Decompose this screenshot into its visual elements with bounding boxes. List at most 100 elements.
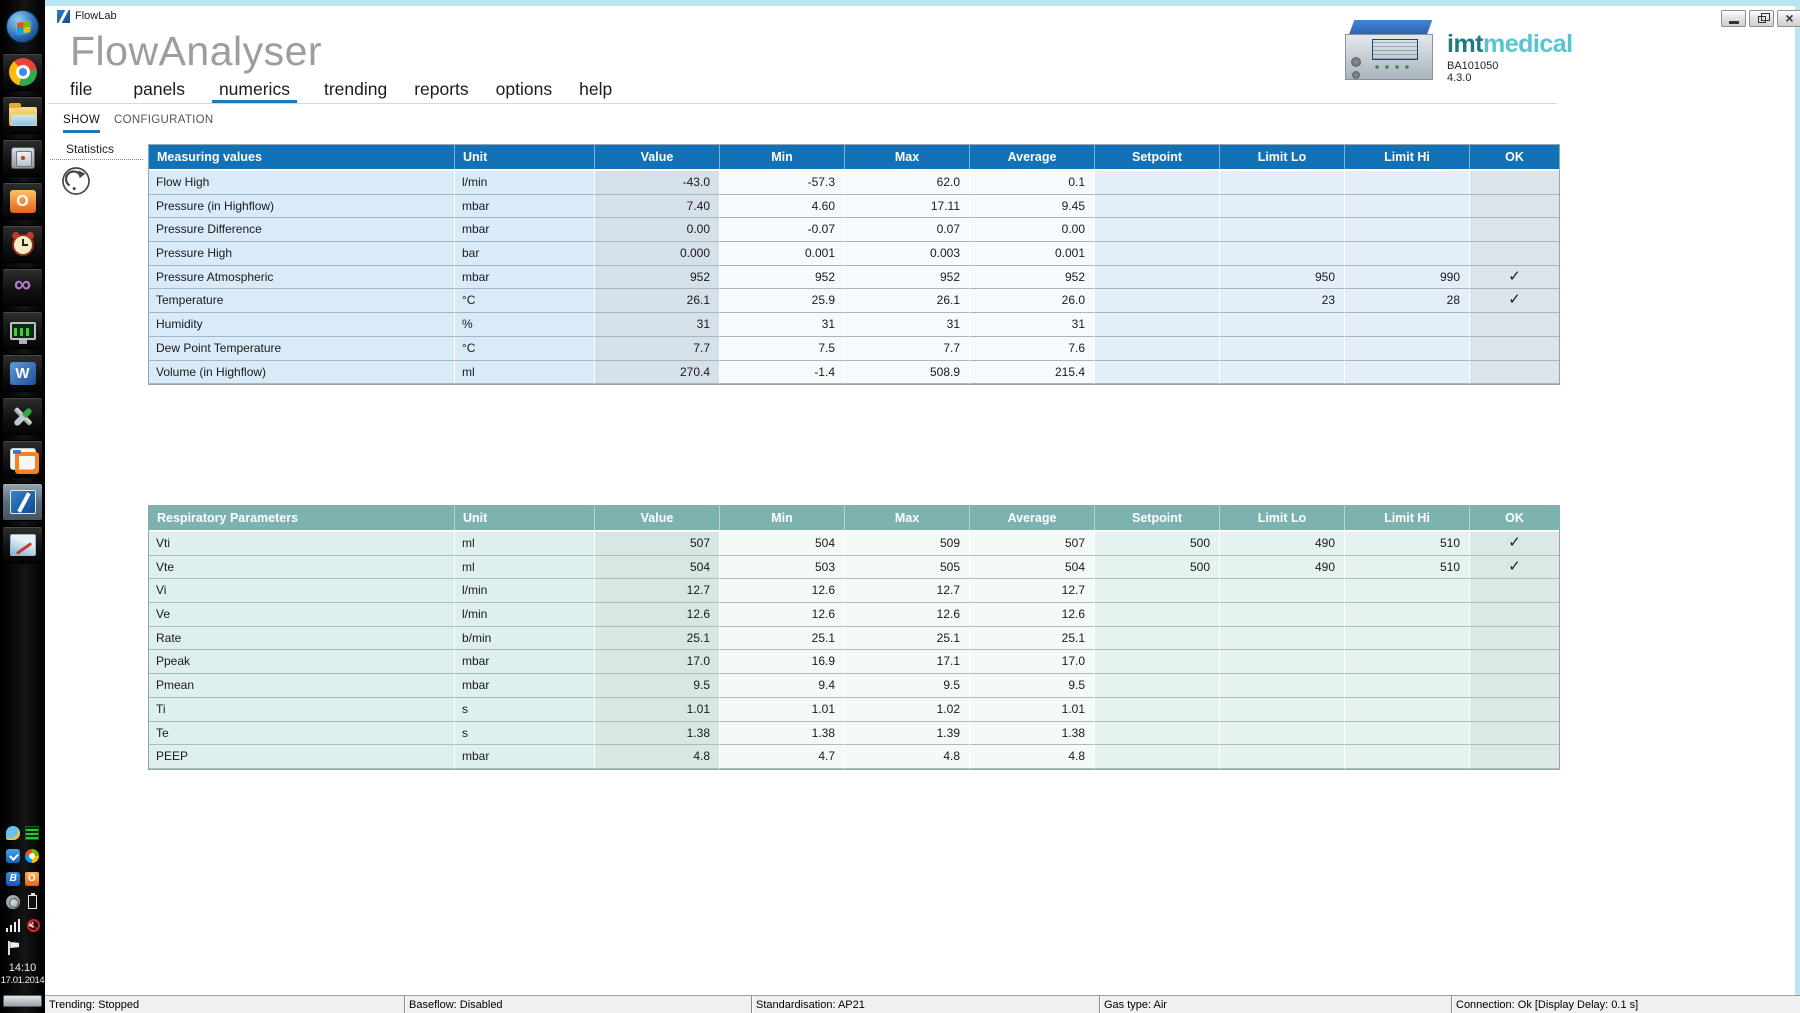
menu-item-panels[interactable]: panels xyxy=(133,78,185,104)
avg-cell: 9.5 xyxy=(970,674,1095,698)
lo-cell xyxy=(1220,195,1345,219)
taskbar-tools[interactable] xyxy=(2,397,43,435)
setpoint-cell xyxy=(1095,674,1220,698)
min-cell: 504 xyxy=(720,532,845,556)
value-cell: -43.0 xyxy=(595,171,720,195)
value-cell: 31 xyxy=(595,313,720,337)
max-cell: 17.11 xyxy=(845,195,970,219)
taskbar-windows-explorer[interactable] xyxy=(2,96,43,134)
ok-cell xyxy=(1470,195,1559,219)
taskbar-windows-start[interactable] xyxy=(2,4,43,48)
value-cell: 26.1 xyxy=(595,289,720,313)
name-cell: Vte xyxy=(149,556,455,580)
value-cell: 507 xyxy=(595,532,720,556)
avg-cell: 12.6 xyxy=(970,603,1095,627)
outlook-tray-icon[interactable] xyxy=(25,872,39,886)
unit-cell: s xyxy=(455,722,595,746)
taskbar-safe[interactable] xyxy=(2,139,43,177)
table-row-ppeak: Ppeakmbar17.016.917.117.0 xyxy=(149,650,1559,674)
action-center-flag-icon[interactable] xyxy=(6,941,20,955)
hi-cell xyxy=(1345,579,1470,603)
unit-cell: % xyxy=(455,313,595,337)
tab-configuration[interactable]: CONFIGURATION xyxy=(114,114,214,133)
max-cell: 25.1 xyxy=(845,627,970,651)
minimize-icon xyxy=(1729,21,1739,24)
dropbox-icon[interactable] xyxy=(6,849,20,863)
table-row-pressure-atmospheric: Pressure Atmosphericmbar9529529529529509… xyxy=(149,266,1559,290)
minimize-button[interactable] xyxy=(1721,10,1746,27)
status-bar: Trending: StoppedBaseflow: DisabledStand… xyxy=(45,995,1800,1013)
menu-item-options[interactable]: options xyxy=(496,78,552,104)
hi-cell: 510 xyxy=(1345,532,1470,556)
name-cell: Pmean xyxy=(149,674,455,698)
status-segment-2: Standardisation: AP21 xyxy=(752,996,1100,1013)
setpoint-cell xyxy=(1095,745,1220,769)
title-bar: FlowLab xyxy=(57,8,117,24)
show-desktop-button[interactable] xyxy=(3,995,42,1007)
menu-item-numerics[interactable]: numerics xyxy=(212,78,297,104)
led-grid-icon[interactable] xyxy=(25,826,39,840)
taskbar-outlook[interactable] xyxy=(2,182,43,220)
table-row-vti: Vtiml507504509507500490510✓ xyxy=(149,532,1559,556)
value-cell: 7.7 xyxy=(595,337,720,361)
taskbar-image-editor[interactable] xyxy=(2,526,43,564)
restore-button[interactable] xyxy=(1749,10,1774,27)
messenger-bird-icon[interactable] xyxy=(6,826,20,840)
max-cell: 12.7 xyxy=(845,579,970,603)
value-cell: 952 xyxy=(595,266,720,290)
min-cell: -1.4 xyxy=(720,361,845,385)
menu-item-trending[interactable]: trending xyxy=(324,78,387,104)
tab-show[interactable]: SHOW xyxy=(63,114,100,133)
unit-cell: bar xyxy=(455,242,595,266)
windows-update-icon[interactable] xyxy=(25,849,39,863)
signal-bars-icon[interactable] xyxy=(6,918,20,932)
setpoint-cell xyxy=(1095,337,1220,361)
menu-item-file[interactable]: file xyxy=(70,78,92,104)
column-header-max: Max xyxy=(845,145,970,169)
max-cell: 31 xyxy=(845,313,970,337)
setpoint-cell xyxy=(1095,289,1220,313)
value-cell: 4.8 xyxy=(595,745,720,769)
close-button[interactable] xyxy=(1777,10,1800,27)
taskbar-visual-studio[interactable] xyxy=(2,268,43,306)
column-header-limit-hi: Limit Hi xyxy=(1345,145,1470,169)
max-cell: 12.6 xyxy=(845,603,970,627)
taskbar-vmware[interactable] xyxy=(2,440,43,478)
refresh-button[interactable] xyxy=(60,166,92,198)
taskbar-system-monitor[interactable] xyxy=(2,311,43,349)
status-circle-icon[interactable] xyxy=(6,895,20,909)
name-cell: Ppeak xyxy=(149,650,455,674)
system-monitor-icon xyxy=(10,322,36,340)
bluetooth-icon[interactable] xyxy=(6,872,20,886)
taskbar-flowlab[interactable] xyxy=(2,483,43,521)
taskbar-chrome[interactable] xyxy=(2,53,43,91)
taskbar-alarm-clock[interactable] xyxy=(2,225,43,263)
ok-cell xyxy=(1470,674,1559,698)
lo-cell xyxy=(1220,745,1345,769)
ok-cell xyxy=(1470,579,1559,603)
column-header-unit: Unit xyxy=(455,145,595,169)
lo-cell xyxy=(1220,627,1345,651)
ok-cell: ✓ xyxy=(1470,532,1559,556)
name-cell: Flow High xyxy=(149,171,455,195)
menu-item-help[interactable]: help xyxy=(579,78,612,104)
table-row-vte: Vteml504503505504500490510✓ xyxy=(149,556,1559,580)
name-cell: PEEP xyxy=(149,745,455,769)
safe-icon xyxy=(11,147,35,169)
unit-cell: l/min xyxy=(455,603,595,627)
column-header-min: Min xyxy=(720,145,845,169)
column-header-value: Value xyxy=(595,145,720,169)
taskbar-clock[interactable]: 14:10 17.01.2014 xyxy=(0,962,45,987)
value-cell: 12.7 xyxy=(595,579,720,603)
menu-item-reports[interactable]: reports xyxy=(414,78,468,104)
muted-speaker-icon[interactable] xyxy=(25,918,39,932)
column-header-limit-lo: Limit Lo xyxy=(1220,506,1345,530)
flowlab-window-icon xyxy=(57,10,70,23)
name-cell: Rate xyxy=(149,627,455,651)
table-row-vi: Vil/min12.712.612.712.7 xyxy=(149,579,1559,603)
setpoint-cell: 500 xyxy=(1095,532,1220,556)
battery-icon[interactable] xyxy=(28,895,37,909)
taskbar-word[interactable] xyxy=(2,354,43,392)
clock-time: 14:10 xyxy=(0,962,45,975)
max-cell: 1.39 xyxy=(845,722,970,746)
